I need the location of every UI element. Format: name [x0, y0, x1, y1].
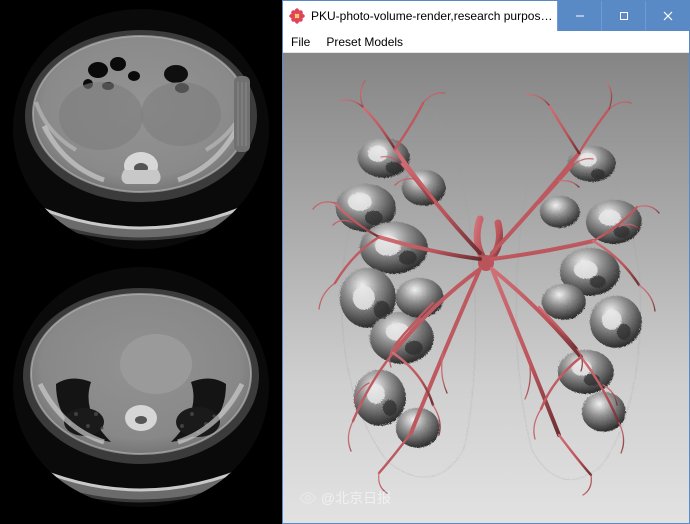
- window-controls: [557, 1, 689, 31]
- menu-preset-models[interactable]: Preset Models: [326, 35, 403, 49]
- minimize-button[interactable]: [557, 1, 601, 31]
- app-window: PKU-photo-volume-render,research purpose…: [282, 0, 690, 524]
- maximize-button[interactable]: [601, 1, 645, 31]
- menu-file[interactable]: File: [291, 35, 310, 49]
- close-button[interactable]: [645, 1, 689, 31]
- ct-slice-top: [6, 6, 276, 252]
- menubar: File Preset Models: [283, 31, 689, 53]
- ct-slice-panel: [0, 0, 282, 524]
- render-viewport[interactable]: [283, 53, 689, 523]
- window-title: PKU-photo-volume-render,research purpose…: [311, 9, 557, 23]
- app-flower-icon: [289, 8, 305, 24]
- ct-slice-bottom: [6, 264, 276, 510]
- titlebar[interactable]: PKU-photo-volume-render,research purpose…: [283, 1, 689, 31]
